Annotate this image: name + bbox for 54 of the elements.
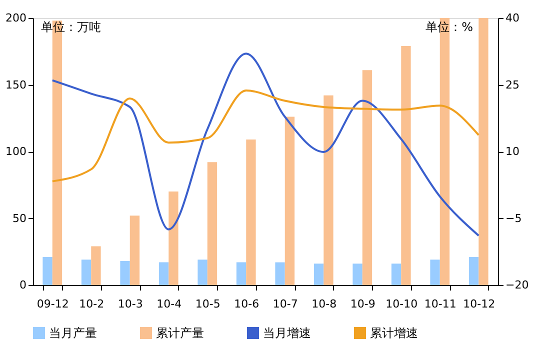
bar	[362, 70, 372, 285]
x-tick-label: 10-3	[118, 298, 143, 310]
bar	[391, 264, 402, 285]
x-tick-label: 09-12	[36, 298, 69, 310]
bar	[236, 262, 246, 285]
x-tick-label: 10-5	[195, 298, 220, 310]
bar	[52, 20, 62, 285]
annotation: 单位：%	[426, 20, 473, 34]
bar	[168, 192, 178, 285]
x-tick-label: 10-10	[386, 298, 418, 310]
x-tick-label: 10-8	[312, 298, 337, 310]
legend-label: 当月产量	[49, 326, 97, 340]
bar	[478, 18, 488, 285]
bar	[91, 246, 101, 285]
y2-tick-label: 10	[506, 145, 520, 158]
x-tick-label: 10-11	[424, 298, 456, 310]
y-tick-label: 50	[12, 212, 26, 225]
bar	[284, 116, 295, 285]
bar	[158, 262, 169, 285]
y-tick-label: 0	[20, 278, 26, 292]
bar	[207, 162, 218, 285]
x-tick-label: 10-4	[156, 298, 182, 310]
x-tick-label: 10-12	[463, 298, 496, 310]
y-tick-label: 150	[6, 78, 26, 92]
x-tick-label: 10-6	[234, 298, 260, 310]
bar	[468, 256, 479, 285]
y-tick-label: 200	[6, 12, 26, 24]
bar	[130, 216, 140, 285]
legend-label: 当月增速	[263, 326, 311, 340]
x-tick-label: 10-2	[79, 298, 104, 310]
legend-label: 累计增速	[370, 326, 418, 340]
y2-tick-label: 25	[506, 78, 520, 92]
line-series	[51, 52, 480, 237]
annotation: 单位：万吨	[41, 20, 101, 34]
line-series	[51, 90, 480, 182]
x-tick-label: 10-9	[350, 298, 376, 310]
bar	[324, 95, 334, 285]
bar	[42, 256, 52, 285]
bar	[352, 264, 362, 285]
y-tick-label: 100	[6, 145, 26, 158]
bar	[275, 262, 285, 285]
bar	[314, 264, 324, 285]
y2-tick-label: −5	[506, 212, 522, 225]
bar	[120, 260, 130, 285]
bar	[401, 46, 411, 285]
bar	[246, 139, 256, 285]
legend-label: 累计产量	[156, 326, 204, 340]
bar	[440, 18, 450, 285]
y2-tick-label: 40	[506, 12, 520, 24]
y2-tick-label: −20	[506, 278, 529, 292]
bar	[81, 260, 92, 285]
x-tick-label: 10-7	[272, 298, 298, 310]
bar	[430, 260, 440, 285]
bar	[198, 260, 208, 285]
